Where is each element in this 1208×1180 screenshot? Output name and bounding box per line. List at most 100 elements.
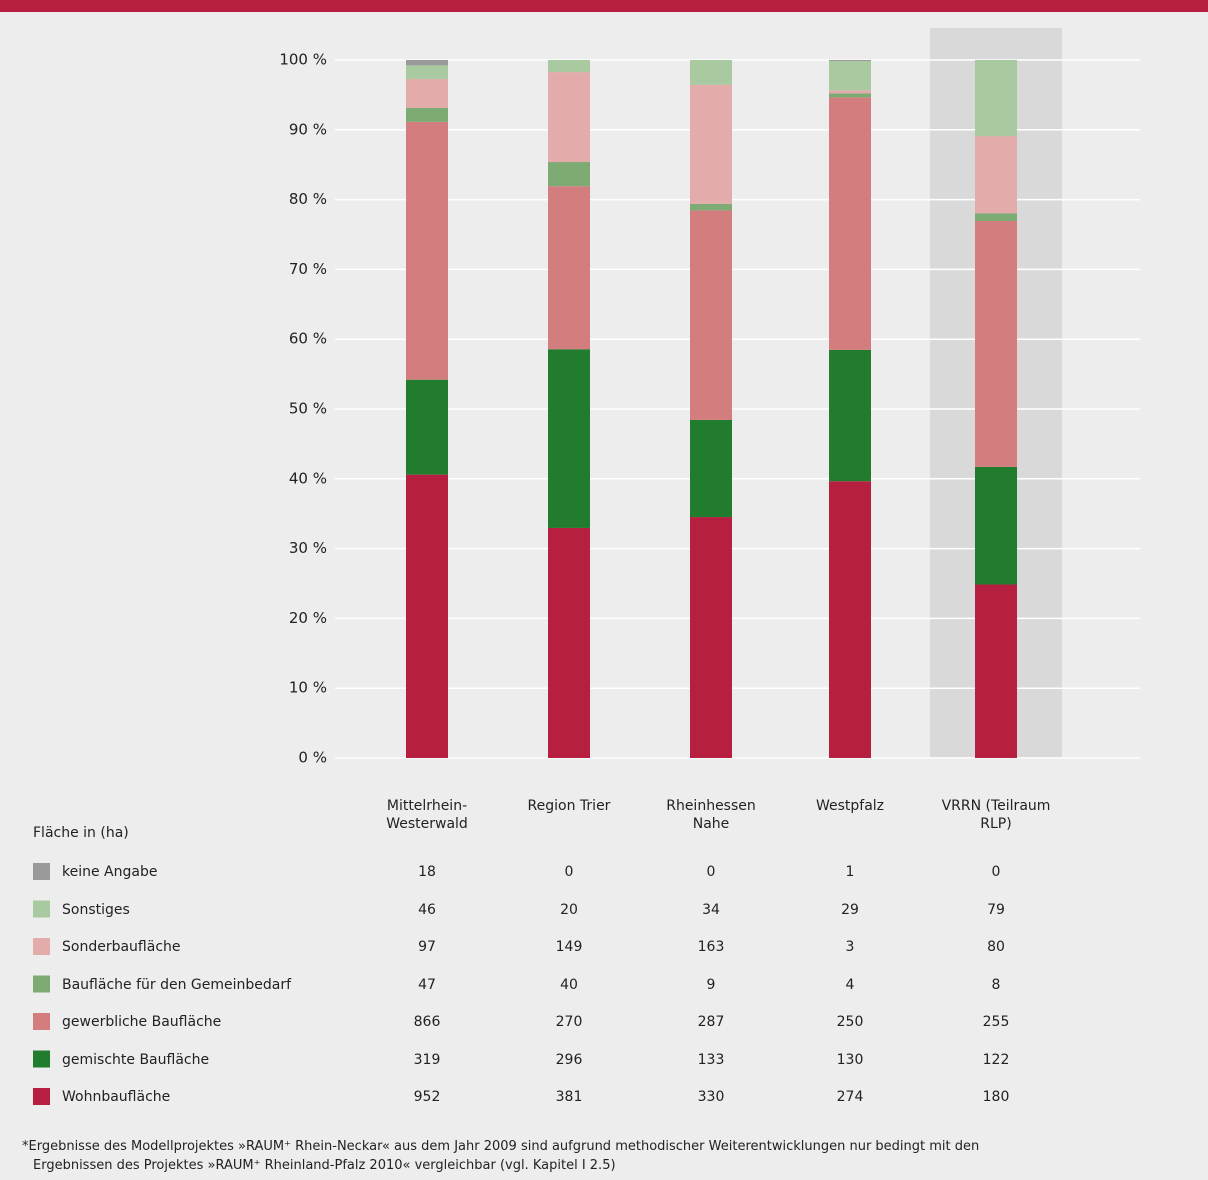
footnote: Ergebnissen des Projektes »RAUM⁺ Rheinla…: [33, 1158, 616, 1173]
y-tick-label: 80 %: [289, 190, 327, 208]
table-value: 180: [982, 1089, 1010, 1105]
y-tick-label: 100 %: [279, 51, 327, 69]
legend-label: gewerbliche Baufläche: [62, 1014, 222, 1030]
bar-segment: [975, 136, 1017, 214]
bar-segment: [548, 60, 590, 73]
y-tick-label: 50 %: [289, 400, 327, 418]
table-value: 287: [697, 1014, 725, 1030]
category-label: Westpfalz: [815, 798, 885, 814]
y-tick-label: 10 %: [289, 679, 327, 697]
bar-segment: [548, 162, 590, 187]
legend-label: Sonstiges: [62, 901, 130, 918]
table-value: 18: [418, 864, 436, 880]
y-tick-label: 40 %: [289, 469, 327, 487]
bar-segment: [406, 121, 448, 380]
y-tick-label: 30 %: [289, 539, 327, 557]
bar-segment: [975, 221, 1017, 467]
table-value: 296: [555, 1051, 583, 1068]
table-value: 149: [555, 939, 583, 955]
bar-segment: [406, 474, 448, 758]
legend-label: Sonderbaufläche: [62, 939, 181, 955]
table-value: 79: [987, 901, 1005, 918]
table-value: 952: [413, 1089, 441, 1105]
table-value: 3: [845, 939, 855, 955]
legend-swatch: [33, 1013, 50, 1030]
bar-segment: [548, 72, 590, 163]
y-tick-label: 0 %: [298, 749, 327, 767]
table-value: 0: [991, 864, 1001, 880]
table-value: 40: [560, 976, 578, 993]
table-value: 4: [845, 976, 855, 993]
table-value: 381: [555, 1089, 583, 1105]
bar-segment: [829, 61, 871, 91]
bar-segment: [406, 65, 448, 80]
y-tick-label: 20 %: [289, 609, 327, 627]
table-value: 0: [564, 864, 574, 880]
bar-segment: [548, 527, 590, 758]
y-tick-label: 60 %: [289, 330, 327, 348]
legend-label: keine Angabe: [62, 864, 158, 880]
legend-swatch: [33, 863, 50, 880]
bar-segment: [690, 203, 732, 211]
bar-segment: [829, 349, 871, 482]
bar-segment: [690, 517, 732, 758]
bar-segment: [975, 466, 1017, 585]
category-label: VRRN (Teilraum RLP): [941, 798, 1051, 832]
bar-segment: [829, 97, 871, 350]
bar-segment: [975, 213, 1017, 222]
table-value: 29: [841, 901, 859, 918]
table-value: 9: [706, 976, 716, 993]
bar-segment: [690, 60, 732, 85]
table-value: 319: [413, 1051, 441, 1068]
bar-segment: [690, 84, 732, 204]
table-value: 0: [706, 864, 716, 880]
legend-swatch: [33, 1088, 50, 1105]
footnote: *Ergebnisse des Modellprojektes »RAUM⁺ R…: [22, 1139, 980, 1154]
bar-segment: [975, 584, 1017, 758]
bar-segment: [406, 79, 448, 108]
header-band: [0, 0, 1208, 12]
bar-segment: [406, 60, 448, 66]
table-value: 46: [418, 901, 436, 918]
bar-segment: [406, 379, 448, 475]
table-value: 163: [697, 939, 725, 955]
table-value: 866: [413, 1014, 441, 1030]
bar-segment: [690, 210, 732, 420]
bar-segment: [975, 60, 1017, 137]
bar-segment: [829, 481, 871, 758]
table-value: 80: [987, 939, 1005, 955]
table-value: 34: [702, 901, 720, 918]
table-value: 270: [555, 1014, 583, 1030]
legend-label: gemischte Baufläche: [62, 1051, 210, 1068]
table-value: 130: [836, 1051, 864, 1068]
legend-swatch: [33, 1050, 50, 1068]
bar-segment: [829, 90, 871, 94]
legend-swatch: [33, 938, 50, 955]
table-value: 330: [697, 1089, 725, 1105]
table-value: 8: [991, 976, 1001, 993]
table-label: Fläche in (ha): [33, 825, 129, 841]
legend-label: Wohnbaufläche: [62, 1089, 171, 1105]
table-value: 97: [418, 939, 436, 955]
table-value: 250: [836, 1014, 864, 1030]
bar-segment: [548, 349, 590, 528]
y-tick-label: 90 %: [289, 120, 327, 138]
table-value: 133: [697, 1051, 725, 1068]
legend-swatch: [33, 900, 50, 918]
category-label: Region Trier: [527, 798, 611, 814]
bar-segment: [690, 419, 732, 518]
table-value: 20: [560, 901, 578, 918]
bar-segment: [829, 93, 871, 98]
category-label: Rheinhessen Nahe: [666, 798, 756, 832]
table-value: 47: [418, 976, 436, 993]
table-value: 1: [845, 864, 855, 880]
bar-segment: [829, 60, 871, 62]
category-label: Mittelrhein-Westerwald: [386, 798, 468, 832]
legend-swatch: [33, 975, 50, 993]
legend-label: Baufläche für den Gemeinbedarf: [62, 976, 292, 993]
table-value: 255: [982, 1014, 1010, 1030]
table-value: 274: [836, 1089, 864, 1105]
y-tick-label: 70 %: [289, 260, 327, 278]
